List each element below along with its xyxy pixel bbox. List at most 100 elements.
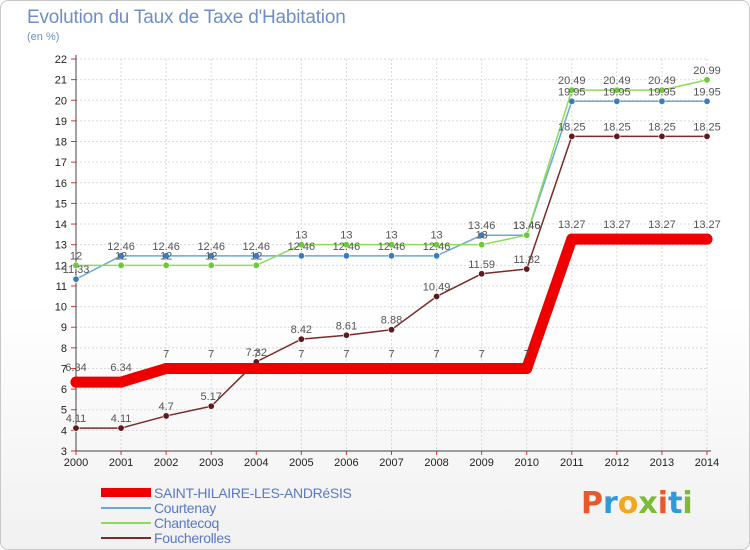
x-tick-label: 2011 <box>560 457 584 469</box>
y-tick-label: 12 <box>55 260 67 272</box>
data-label-courtenay: 19.95 <box>693 86 721 98</box>
data-label-chantecoq: 12 <box>250 250 262 262</box>
point-courtenay <box>72 275 80 283</box>
x-tick-label: 2008 <box>424 457 448 469</box>
point-foucherolles <box>162 412 170 420</box>
point-chantecoq <box>72 261 80 269</box>
data-label-saint-hilaire-les-andr-sis: 13.27 <box>558 219 586 231</box>
legend-label: Courtenay <box>154 499 216 516</box>
data-label-saint-hilaire-les-andr-sis: 7 <box>524 348 530 360</box>
point-courtenay <box>297 252 305 260</box>
chart-title: Evolution du Taux de Taxe d'Habitation <box>27 7 346 28</box>
data-label-courtenay: 12.46 <box>423 241 451 253</box>
data-label-foucherolles: 5.17 <box>201 391 222 403</box>
point-foucherolles <box>297 335 305 343</box>
point-chantecoq <box>207 261 215 269</box>
legend-swatch <box>101 521 151 524</box>
legend-label: SAINT-HILAIRE-LES-ANDRéSIS <box>154 484 352 501</box>
point-foucherolles <box>658 132 666 140</box>
data-label-saint-hilaire-les-andr-sis: 7 <box>298 348 304 360</box>
data-label-courtenay: 12.46 <box>152 241 180 253</box>
data-label-courtenay: 12.46 <box>288 241 316 253</box>
data-label-chantecoq: 20.99 <box>693 65 721 77</box>
legend-item-saint-hilaire-les-andr-sis: SAINT-HILAIRE-LES-ANDRéSIS <box>101 484 352 501</box>
data-label-chantecoq: 13.46 <box>513 220 541 232</box>
y-tick-label: 18 <box>55 137 67 149</box>
x-tick-label: 2012 <box>605 457 629 469</box>
point-chantecoq <box>568 86 576 94</box>
point-chantecoq <box>613 86 621 94</box>
y-tick-label: 14 <box>55 219 67 231</box>
legend-item-courtenay: Courtenay <box>101 499 352 516</box>
data-label-chantecoq: 13 <box>340 230 352 242</box>
point-courtenay <box>478 231 486 239</box>
point-saint-hilaire-les-andr-sis <box>160 362 172 374</box>
data-label-foucherolles: 4.11 <box>66 413 87 425</box>
data-label-saint-hilaire-les-andr-sis: 7 <box>208 348 214 360</box>
point-chantecoq <box>117 261 125 269</box>
x-tick-label: 2013 <box>650 457 674 469</box>
data-label-foucherolles: 7.32 <box>246 347 267 359</box>
data-label-chantecoq: 20.49 <box>648 75 676 87</box>
point-courtenay <box>207 252 215 260</box>
x-tick-label: 2010 <box>514 457 538 469</box>
data-label-foucherolles: 18.25 <box>558 121 586 133</box>
data-label-foucherolles: 8.88 <box>381 315 402 327</box>
point-chantecoq <box>478 241 486 249</box>
legend-swatch <box>101 536 151 539</box>
data-label-chantecoq: 12 <box>160 250 172 262</box>
proxiti-logo: Proxiti <box>581 486 693 521</box>
y-tick-label: 16 <box>55 178 67 190</box>
data-label-chantecoq: 20.49 <box>603 75 631 87</box>
point-foucherolles <box>117 424 125 432</box>
x-tick-label: 2002 <box>154 457 178 469</box>
point-saint-hilaire-les-andr-sis <box>340 362 352 374</box>
logo-letter: P <box>581 486 603 521</box>
data-label-saint-hilaire-les-andr-sis: 7 <box>343 348 349 360</box>
data-label-foucherolles: 11.59 <box>468 259 495 271</box>
data-label-courtenay: 13.46 <box>513 220 541 232</box>
x-tick-label: 2009 <box>469 457 493 469</box>
y-tick-label: 10 <box>55 302 67 314</box>
x-tick-label: 2006 <box>334 457 358 469</box>
data-label-saint-hilaire-les-andr-sis: 13.27 <box>693 219 721 231</box>
legend-label: Foucherolles <box>154 529 231 546</box>
logo-letter: i <box>657 486 669 521</box>
y-tick-label: 3 <box>61 446 67 458</box>
point-courtenay <box>342 252 350 260</box>
legend-item-chantecoq: Chantecoq <box>101 515 352 531</box>
data-label-chantecoq: 13 <box>385 230 397 242</box>
point-courtenay <box>117 252 125 260</box>
data-label-courtenay: 19.95 <box>603 86 631 98</box>
data-label-foucherolles: 4.11 <box>111 413 132 425</box>
point-courtenay <box>658 97 666 105</box>
data-label-chantecoq: 12 <box>205 250 217 262</box>
data-label-foucherolles: 8.61 <box>336 320 357 332</box>
data-label-chantecoq: 13 <box>476 230 488 242</box>
data-label-saint-hilaire-les-andr-sis: 7 <box>434 348 440 360</box>
point-saint-hilaire-les-andr-sis <box>295 362 307 374</box>
point-saint-hilaire-les-andr-sis <box>386 362 397 374</box>
data-label-saint-hilaire-les-andr-sis: 7 <box>253 348 259 360</box>
point-foucherolles <box>342 331 350 339</box>
y-tick-label: 20 <box>55 95 67 107</box>
y-tick-label: 22 <box>55 54 67 66</box>
point-chantecoq <box>342 241 350 249</box>
logo-letter: i <box>682 486 693 521</box>
point-saint-hilaire-les-andr-sis <box>566 233 578 245</box>
data-label-courtenay: 11.33 <box>63 264 90 276</box>
point-saint-hilaire-les-andr-sis <box>250 362 262 374</box>
point-courtenay <box>613 97 621 105</box>
data-label-foucherolles: 8.42 <box>291 324 312 336</box>
point-foucherolles <box>703 132 711 140</box>
y-tick-label: 5 <box>61 405 67 417</box>
point-chantecoq <box>387 241 395 249</box>
x-tick-label: 2004 <box>244 457 268 469</box>
data-label-saint-hilaire-les-andr-sis: 7 <box>388 348 394 360</box>
data-label-foucherolles: 18.25 <box>693 121 721 133</box>
point-chantecoq <box>252 261 260 269</box>
data-label-saint-hilaire-les-andr-sis: 13.27 <box>603 219 631 231</box>
data-label-courtenay: 13.46 <box>468 220 496 232</box>
point-foucherolles <box>207 402 215 410</box>
logo-letter: o <box>617 486 639 521</box>
